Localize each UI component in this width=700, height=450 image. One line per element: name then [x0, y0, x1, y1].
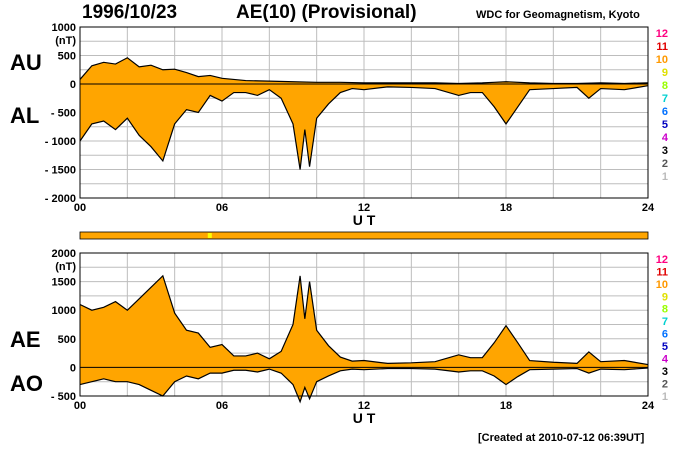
- series-al-line: [79, 85, 649, 170]
- x-tick-label: 12: [358, 202, 370, 214]
- station-count-label: 8: [662, 80, 668, 92]
- y-tick-label: - 2000: [45, 193, 76, 205]
- station-quality-highlight: [207, 233, 212, 238]
- x-tick-label: 24: [642, 202, 655, 214]
- ae-label: AE: [10, 327, 41, 352]
- upper-frame: [79, 26, 649, 199]
- station-count-label: 9: [662, 291, 668, 303]
- y-tick-label: 0: [70, 362, 76, 374]
- x-tick-label: 06: [216, 202, 228, 214]
- x-tick-label: 12: [358, 400, 370, 412]
- x-tick-label: 00: [74, 400, 86, 412]
- station-count-label: 5: [662, 341, 668, 353]
- au-label: AU: [10, 50, 42, 75]
- y-tick-label: 500: [58, 334, 76, 346]
- station-count-label: 6: [662, 106, 668, 118]
- lower-fill-area: [80, 275, 648, 402]
- station-count-label: 3: [662, 366, 668, 378]
- upper-fill-area: [80, 57, 648, 170]
- chart-date: 1996/10/23: [82, 2, 178, 23]
- al-label: AL: [10, 103, 40, 128]
- station-count-label: 12: [656, 28, 668, 40]
- station-count-label: 1: [662, 171, 668, 183]
- series-ae-line: [79, 274, 649, 366]
- station-count-label: 2: [662, 378, 668, 390]
- station-count-label: 9: [662, 67, 668, 79]
- x-tick-label: 06: [216, 400, 228, 412]
- y-tick-label: - 500: [51, 391, 76, 403]
- station-count-label: 2: [662, 158, 668, 170]
- y-axis-unit: (nT): [55, 35, 76, 47]
- ao-label: AO: [10, 371, 43, 396]
- station-count-label: 11: [656, 266, 668, 278]
- y-tick-label: 500: [58, 51, 76, 63]
- y-tick-label: 1000: [52, 305, 76, 317]
- station-count-label: 4: [662, 353, 669, 365]
- x-tick-label: 00: [74, 202, 86, 214]
- station-count-label: 7: [662, 93, 668, 105]
- station-count-label: 10: [656, 54, 668, 66]
- y-tick-label: 2000: [52, 248, 76, 260]
- station-count-label: 11: [656, 41, 668, 53]
- x-tick-label: 18: [500, 202, 512, 214]
- x-axis-label: U T: [353, 212, 376, 228]
- y-tick-label: - 1500: [45, 165, 76, 177]
- chart-title: AE(10) (Provisional): [236, 2, 417, 23]
- y-tick-label: - 500: [51, 108, 76, 120]
- station-count-label: 1: [662, 391, 668, 403]
- station-count-label: 7: [662, 316, 668, 328]
- station-count-label: 5: [662, 119, 668, 131]
- y-tick-label: 0: [70, 79, 76, 91]
- series-au-line: [79, 57, 649, 85]
- station-count-label: 4: [662, 132, 669, 144]
- y-tick-label: - 1000: [45, 136, 76, 148]
- station-count-label: 12: [656, 254, 668, 266]
- created-timestamp: [Created at 2010-07-12 06:39UT]: [478, 432, 645, 444]
- station-count-label: 3: [662, 145, 668, 157]
- station-count-label: 10: [656, 279, 668, 291]
- y-tick-label: 1000: [52, 22, 76, 34]
- x-tick-label: 18: [500, 400, 512, 412]
- data-source: WDC for Geomagnetism, Kyoto: [476, 9, 640, 21]
- y-tick-label: 1500: [52, 277, 76, 289]
- x-axis-label: U T: [353, 410, 376, 426]
- station-quality-bar: [79, 231, 649, 240]
- lower-frame: [79, 252, 649, 397]
- station-count-label: 6: [662, 329, 668, 341]
- x-tick-label: 24: [642, 400, 655, 412]
- y-axis-unit: (nT): [55, 261, 76, 273]
- station-count-label: 8: [662, 304, 668, 316]
